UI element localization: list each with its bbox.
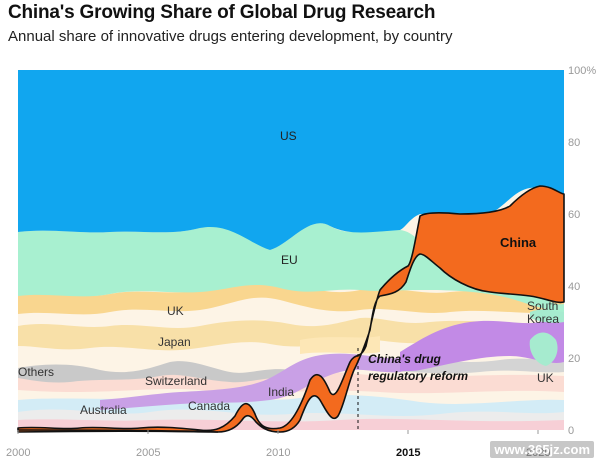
y-tick-label: 80 <box>568 137 580 149</box>
series-label-eu: EU <box>281 253 298 267</box>
band-south-korea-green <box>530 308 564 323</box>
annotation-line-2: regulatory reform <box>368 369 468 383</box>
series-label-japan: Japan <box>158 335 191 349</box>
series-label-india: India <box>268 385 294 399</box>
x-tick-label: 2010 <box>266 447 290 459</box>
band-south-korea <box>400 318 564 372</box>
band-light-yellow <box>300 336 380 354</box>
series-label-australia: Australia <box>80 403 127 417</box>
series-label-canada: Canada <box>188 399 230 413</box>
y-tick-label: 0 <box>568 425 574 437</box>
x-tick-label: 2020 <box>526 447 550 459</box>
y-tick-label: 20 <box>568 353 580 365</box>
chart-title: China's Growing Share of Global Drug Res… <box>8 2 436 23</box>
x-axis: 2000 2005 2010 2015 2020 <box>6 430 550 459</box>
series-label-switzerland: Switzerland <box>145 374 207 388</box>
series-label-uk: UK <box>167 304 184 318</box>
y-tick-label: 100% <box>568 65 596 77</box>
band-uk <box>18 277 564 315</box>
x-tick-label: 2015 <box>396 447 420 459</box>
series-label-us: US <box>280 129 297 143</box>
series-label-china: China <box>500 235 537 250</box>
china-line-early <box>17 429 219 433</box>
band-eu <box>18 223 564 312</box>
band-south-korea-green-2 <box>529 332 558 366</box>
series-label-uk-right: UK <box>537 371 554 385</box>
series-label-south-korea-line1: South <box>527 299 558 313</box>
band-us <box>18 70 564 250</box>
band-china <box>17 185 565 433</box>
y-axis: 0 20 40 60 80 100% <box>568 65 596 437</box>
y-tick-label: 60 <box>568 209 580 221</box>
chart-subtitle: Annual share of innovative drugs enterin… <box>8 28 453 45</box>
x-tick-label: 2000 <box>6 447 30 459</box>
x-tick-label: 2005 <box>136 447 160 459</box>
band-india <box>100 353 400 410</box>
series-label-others: Others <box>18 365 54 379</box>
band-others <box>18 361 300 383</box>
y-tick-label: 40 <box>568 281 580 293</box>
annotation-line-1: China's drug <box>368 352 442 366</box>
watermark: www.365jz.com <box>490 441 594 458</box>
series-label-south-korea-line2: Korea <box>527 312 559 326</box>
